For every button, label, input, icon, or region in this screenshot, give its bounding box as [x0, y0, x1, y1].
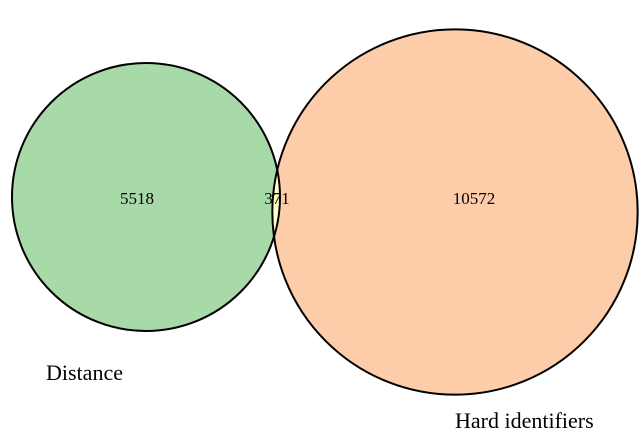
region-label: 10572	[453, 189, 496, 208]
region-label: 5518	[120, 189, 154, 208]
set-name: Hard identifiers	[455, 408, 594, 433]
set-outline	[11, 62, 281, 332]
set-circle	[12, 63, 280, 331]
set-outline	[271, 28, 639, 396]
region-label: 371	[264, 189, 290, 208]
set-circle	[272, 29, 638, 395]
set-name: Distance	[46, 360, 123, 385]
